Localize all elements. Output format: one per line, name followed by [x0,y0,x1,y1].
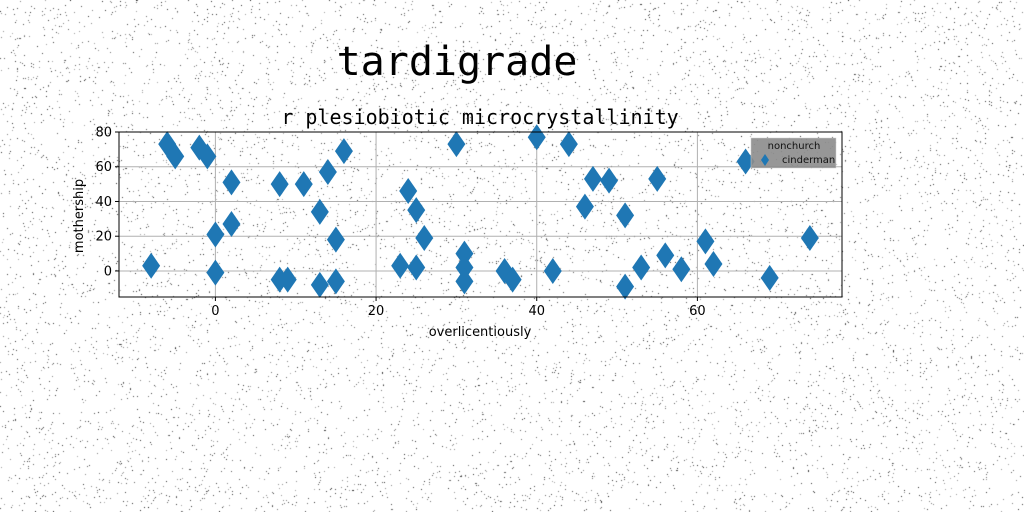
legend-marker-cinderman [761,154,769,166]
legend: nonchurch cinderman [750,137,837,169]
scatter-point [800,224,819,251]
scatter-point [736,148,755,175]
scatter-point [760,264,779,291]
x-tick-label: 40 [528,304,545,319]
scatter-point [270,171,289,198]
y-tick-label: 0 [104,264,112,279]
scatter-point [326,226,345,253]
y-axis-label: mothership [72,179,87,253]
y-tick-label: 40 [95,195,112,210]
x-axis-ticks: 0 20 40 60 [211,297,706,319]
scatter-point [447,131,466,158]
x-tick-label: 20 [368,304,385,319]
scatter-point [318,158,337,185]
scatter-point [543,257,562,284]
scatter-point [704,251,723,277]
scatter-point [222,169,241,196]
scatter-point [326,268,345,295]
y-tick-label: 60 [95,160,112,175]
chart-title: r plesiobiotic microcrystallinity [281,105,678,129]
scatter-point [559,131,578,158]
scatter-point [206,259,225,286]
scatter-point [632,254,651,281]
scatter-point [334,138,353,165]
scatter-point [310,271,329,298]
scatter-point [391,252,410,279]
scatter-point [503,266,522,293]
y-tick-label: 80 [95,126,112,141]
scatter-point [294,171,313,198]
x-axis-label: overlicentiously [429,325,532,340]
scatter-point [198,143,217,170]
scatter-point [648,165,667,192]
scatter-point [142,252,161,279]
scatter-point [575,193,594,220]
scatter-point [399,178,418,205]
scatter-point [455,240,474,267]
scatter-point [166,143,185,170]
scatter-point [583,165,602,192]
scatter-point [407,254,426,281]
scatter-point [415,224,434,251]
scatter-point [696,228,715,255]
scatter-point [206,221,225,248]
scatter-point [278,266,297,293]
scatter-point [310,198,329,225]
y-tick-label: 20 [95,230,112,245]
scatter-point [672,256,691,283]
scatter-point [455,254,474,281]
scatter-point [600,167,619,194]
scatter-points [142,124,819,300]
plot-area-frame [118,131,843,298]
scatter-point [407,197,426,224]
x-tick-label: 60 [689,304,706,319]
legend-label-cinderman: cinderman [782,155,835,166]
scatter-point [222,211,241,238]
scatter-point [656,242,675,269]
x-tick-label: 0 [211,304,219,319]
figure-suptitle: tardigrade [337,39,578,85]
legend-title: nonchurch [768,141,821,152]
scatter-point [616,202,635,229]
scatter-point [527,124,546,151]
grid [119,131,842,297]
y-axis-ticks: 0 20 40 60 80 [95,126,119,279]
scatter-point [455,268,474,295]
scatter-point [616,273,635,300]
